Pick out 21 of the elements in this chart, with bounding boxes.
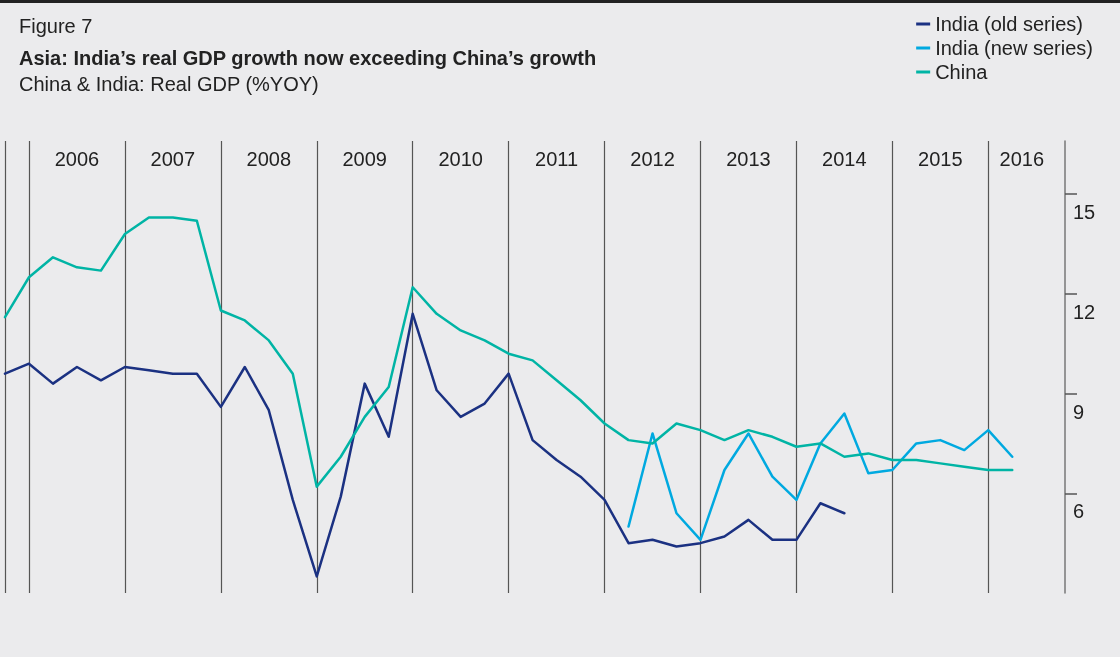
x-tick-label: 2008 [246,148,292,170]
x-tick-label: 2007 [150,148,196,170]
x-tick-label: 2006 [54,148,100,170]
x-tick-label: 2013 [726,148,771,170]
x-tick-label: 2012 [630,148,675,170]
y-tick-label: 15 [1073,201,1096,224]
x-tick-label: 2015 [918,148,963,170]
x-tick-label: 2016 [999,148,1045,170]
legend-label: India (old series) [935,13,1083,35]
y-tick-label: 12 [1073,300,1096,323]
legend-label: India (new series) [935,37,1093,59]
x-tick-label: 2011 [535,148,579,170]
chart-title: Asia: India’s real GDP growth now exceeding China’s growth [19,47,597,69]
y-tick-label: 6 [1073,500,1085,523]
y-tick-label: 9 [1073,400,1085,423]
x-tick-label: 2014 [822,148,867,170]
legend-label: China [935,61,989,83]
chart-subtitle: China & India: Real GDP (%YOY) [19,73,319,95]
x-tick-label: 2009 [342,148,387,170]
caption: Figure 7 [19,15,93,37]
x-tick-label: 2010 [438,148,483,170]
